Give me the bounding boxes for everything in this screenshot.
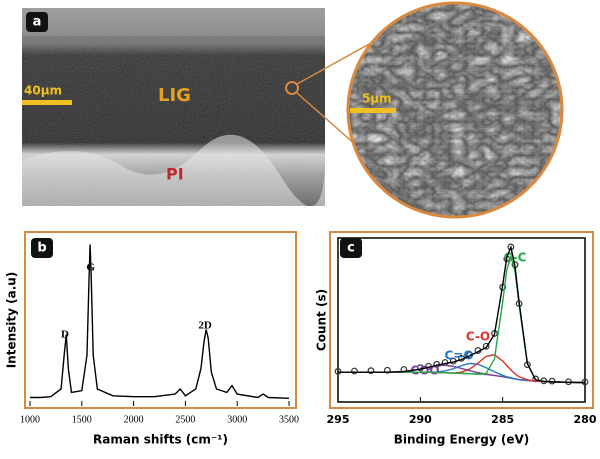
panel-label: a — [33, 15, 42, 30]
sem-image — [22, 8, 325, 206]
series-label: C-O — [466, 330, 490, 344]
peak-label: G — [86, 262, 95, 274]
x-tick-label: 3000 — [227, 414, 247, 425]
data-point — [351, 367, 358, 375]
x-tick-label: 285 — [491, 413, 514, 426]
sem-inset — [346, 1, 564, 219]
data-point — [367, 367, 375, 375]
scale-bar-label: 40μm — [24, 84, 62, 98]
panel-frame — [24, 231, 297, 409]
scale-bar — [22, 100, 72, 105]
x-tick-label: 1000 — [20, 414, 40, 425]
peak-label: 2D — [198, 320, 212, 332]
y-axis-title: Count (s) — [315, 289, 329, 351]
data-line — [338, 244, 586, 384]
y-axis-title: Intensity (a.u) — [5, 272, 19, 369]
zoom-marker — [285, 81, 299, 95]
region-label: PI — [166, 165, 184, 184]
panel-tag — [31, 238, 53, 258]
panel-tag — [340, 238, 362, 258]
x-axis-title: Raman shifts (cm⁻¹) — [93, 433, 228, 447]
plot-frame — [337, 237, 586, 403]
x-tick-label: 280 — [574, 413, 597, 426]
panel-label: b — [37, 241, 46, 256]
data-line — [338, 253, 586, 384]
data-point — [416, 364, 424, 372]
x-tick-label: 2500 — [175, 414, 195, 425]
x-tick-label: 3500 — [279, 414, 299, 425]
data-point — [334, 368, 342, 375]
data-line — [30, 244, 290, 400]
scale-bar — [350, 108, 396, 113]
panel-tag — [26, 12, 48, 32]
x-tick-label: 1500 — [72, 414, 92, 425]
x-tick-label: 290 — [409, 413, 432, 426]
scale-bar-label: 5μm — [362, 92, 392, 106]
panel-frame — [329, 231, 594, 409]
series-label: C-C — [504, 251, 527, 265]
data-point — [384, 366, 391, 374]
series-label: C=O — [444, 349, 473, 363]
x-axis-title: Binding Energy (eV) — [394, 433, 530, 447]
peak-label: D — [61, 329, 69, 341]
region-label: LIG — [158, 85, 191, 106]
data-point — [482, 342, 490, 350]
x-tick-label: 2000 — [124, 414, 144, 425]
x-tick-label: 295 — [327, 413, 350, 426]
panel-label: c — [347, 241, 355, 256]
